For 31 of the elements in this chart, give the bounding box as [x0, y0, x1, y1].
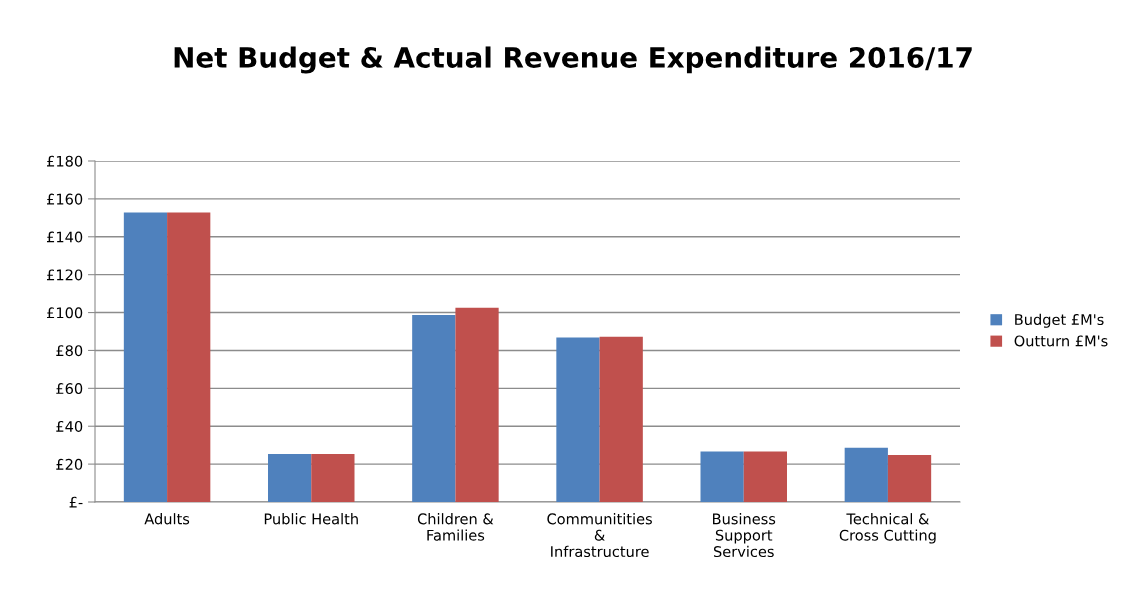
bar [412, 315, 456, 502]
bar [311, 454, 355, 502]
bar [599, 336, 643, 502]
y-tick-label: £100 [47, 307, 83, 319]
y-tick-label: £120 [47, 269, 83, 281]
x-tick-label: Public Health [264, 513, 358, 525]
y-tick-label: £40 [56, 420, 83, 432]
y-tick-label: £- [69, 496, 83, 508]
y-tick-label: £180 [47, 155, 83, 167]
chart-title: Net Budget & Actual Revenue Expenditure 2016/17 [174, 46, 972, 74]
bar [887, 455, 932, 502]
x-tick-label: Children & Families [417, 513, 494, 541]
x-tick-label: Adults [144, 513, 190, 525]
bar [700, 451, 744, 502]
y-tick-label: £20 [56, 458, 83, 470]
x-tick-label: Communitities & Infrastructure [547, 513, 652, 558]
bar [455, 307, 499, 502]
bar [167, 212, 211, 502]
y-tick-label: £80 [56, 345, 83, 357]
bar [123, 212, 168, 502]
legend-label: Outturn £M's [1014, 335, 1108, 347]
x-tick-label: Technical & Cross Cutting [839, 513, 936, 544]
legend-label: Budget £M's [1015, 313, 1104, 328]
bar [844, 447, 888, 502]
y-tick-label: £60 [56, 383, 83, 395]
y-tick-label: £160 [47, 193, 83, 205]
x-tick-label: Business Support Services [713, 513, 776, 558]
y-tick-label: £140 [47, 231, 83, 243]
bar [556, 337, 600, 502]
bar [268, 454, 312, 502]
bar [743, 451, 787, 502]
